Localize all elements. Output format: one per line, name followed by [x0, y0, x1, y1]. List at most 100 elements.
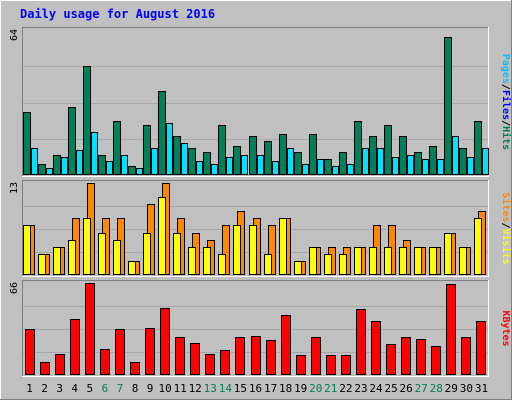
bar-pages-day-2: [46, 168, 53, 175]
legend-entry-1: /: [500, 222, 511, 228]
x-tick-label-day-20: 20: [309, 382, 322, 395]
bar-hits-day-10: [158, 91, 166, 175]
x-tick-label-day-14: 14: [219, 382, 233, 395]
x-tick-label-day-25: 25: [384, 382, 397, 395]
bar-sites-day-19: [294, 261, 302, 275]
bar-pages-day-25: [392, 157, 399, 175]
bar-pages-day-27: [422, 159, 429, 175]
bar-hits-day-12: [188, 148, 196, 175]
bar-hits-day-1: [23, 112, 31, 175]
bar-sites-day-5: [83, 218, 91, 275]
legend-entry-2: Files: [500, 90, 512, 120]
bar-sites-day-29: [444, 233, 452, 275]
x-tick-label-day-22: 22: [339, 382, 352, 395]
x-axis-tick-labels: 1 2 3 4 5 6 7 8 9 10 11 12 13 14 15 16 17 18 19 20 21 22 23 24 2…: [26, 382, 488, 395]
x-tick-label-day-30: 30: [460, 382, 473, 395]
bar-hits-day-15: [233, 146, 241, 175]
series-hits: [23, 37, 482, 175]
x-tick-label-day-27: 27: [415, 382, 428, 395]
bar-hits-day-6: [98, 155, 106, 175]
bar-sites-day-21: [324, 254, 332, 275]
bar-hits-day-27: [414, 152, 422, 175]
bar-kbytes-day-2: [40, 362, 50, 375]
bar-sites-day-22: [339, 254, 347, 275]
bar-kbytes-day-12: [190, 343, 200, 375]
bar-kbytes-day-1: [25, 329, 35, 375]
bar-kbytes-day-24: [371, 321, 381, 375]
bar-hits-day-11: [173, 136, 181, 175]
bar-kbytes-day-19: [296, 355, 306, 375]
series-kbytes: [25, 283, 486, 375]
bar-kbytes-day-31: [476, 321, 486, 375]
bar-kbytes-day-9: [145, 328, 155, 375]
x-tick-label-day-8: 8: [132, 382, 139, 395]
x-tick-label-day-4: 4: [71, 382, 78, 395]
bar-kbytes-day-20: [311, 337, 321, 375]
bar-kbytes-day-3: [55, 354, 65, 375]
bar-kbytes-day-26: [401, 337, 411, 375]
bar-hits-day-23: [354, 121, 362, 175]
x-tick-label-day-18: 18: [279, 382, 292, 395]
x-tick-label-day-23: 23: [354, 382, 367, 395]
bar-kbytes-day-21: [326, 355, 336, 375]
bar-sites-day-11: [173, 233, 181, 275]
bar-kbytes-day-18: [281, 315, 291, 375]
bar-sites-day-14: [218, 254, 226, 275]
bar-pages-day-16: [257, 155, 264, 175]
legend-hits_files_pages: Pages/Files/Hits: [500, 54, 512, 150]
bar-hits-day-16: [249, 136, 257, 175]
y-max-label: 13: [9, 182, 20, 194]
bar-kbytes-day-16: [251, 336, 261, 375]
bar-hits-day-19: [294, 152, 302, 175]
bar-hits-day-9: [143, 125, 151, 175]
bar-hits-day-29: [444, 37, 452, 175]
bar-sites-day-9: [143, 233, 151, 275]
bar-hits-day-4: [68, 107, 76, 175]
bar-hits-day-5: [83, 66, 91, 175]
bar-sites-day-3: [53, 247, 61, 275]
bar-pages-day-4: [76, 150, 83, 175]
x-tick-label-day-2: 2: [41, 382, 48, 395]
bar-pages-day-13: [211, 164, 218, 175]
bar-sites-day-2: [38, 254, 46, 275]
x-tick-label-day-16: 16: [249, 382, 262, 395]
bar-sites-day-27: [414, 247, 422, 275]
bar-sites-day-8: [128, 261, 136, 275]
bar-pages-day-17: [272, 161, 279, 175]
bar-sites-day-24: [369, 247, 377, 275]
x-tick-label-day-19: 19: [294, 382, 307, 395]
x-tick-label-day-21: 21: [324, 382, 337, 395]
bar-kbytes-day-22: [341, 355, 351, 375]
bar-pages-day-14: [226, 157, 233, 175]
legend-entry-1: /: [500, 84, 511, 90]
bar-hits-day-21: [324, 159, 332, 175]
bar-hits-day-2: [38, 164, 46, 175]
bar-sites-day-6: [98, 233, 106, 275]
bar-pages-day-19: [302, 164, 309, 175]
bar-pages-day-10: [166, 123, 173, 175]
bar-pages-day-23: [362, 148, 369, 175]
bar-kbytes-day-5: [85, 283, 95, 375]
bar-pages-day-22: [347, 164, 354, 175]
bar-kbytes-day-30: [461, 337, 471, 375]
legend-entry-0: Pages: [500, 54, 511, 84]
bar-sites-day-31: [474, 218, 482, 275]
bar-pages-day-26: [407, 155, 414, 175]
x-tick-label-day-3: 3: [56, 382, 63, 395]
bar-pages-day-18: [287, 148, 294, 175]
bar-kbytes-day-13: [205, 354, 215, 375]
bar-pages-day-7: [121, 155, 128, 175]
bar-sites-day-10: [158, 197, 166, 275]
x-tick-label-day-12: 12: [189, 382, 202, 395]
panel-hits_files_pages: 64 Pages/Files/Hits: [9, 27, 512, 177]
legend-entry-0: KBytes: [500, 310, 511, 346]
bar-pages-day-21: [332, 166, 339, 175]
x-tick-label-day-24: 24: [369, 382, 383, 395]
panel-visits_sites: 13 Sites/Visits: [9, 180, 512, 277]
x-tick-label-day-5: 5: [86, 382, 93, 395]
bar-kbytes-day-8: [130, 362, 140, 375]
bar-sites-day-28: [429, 247, 437, 275]
chart-title: Daily usage for August 2016: [20, 7, 215, 21]
y-max-label: 64: [9, 29, 20, 41]
